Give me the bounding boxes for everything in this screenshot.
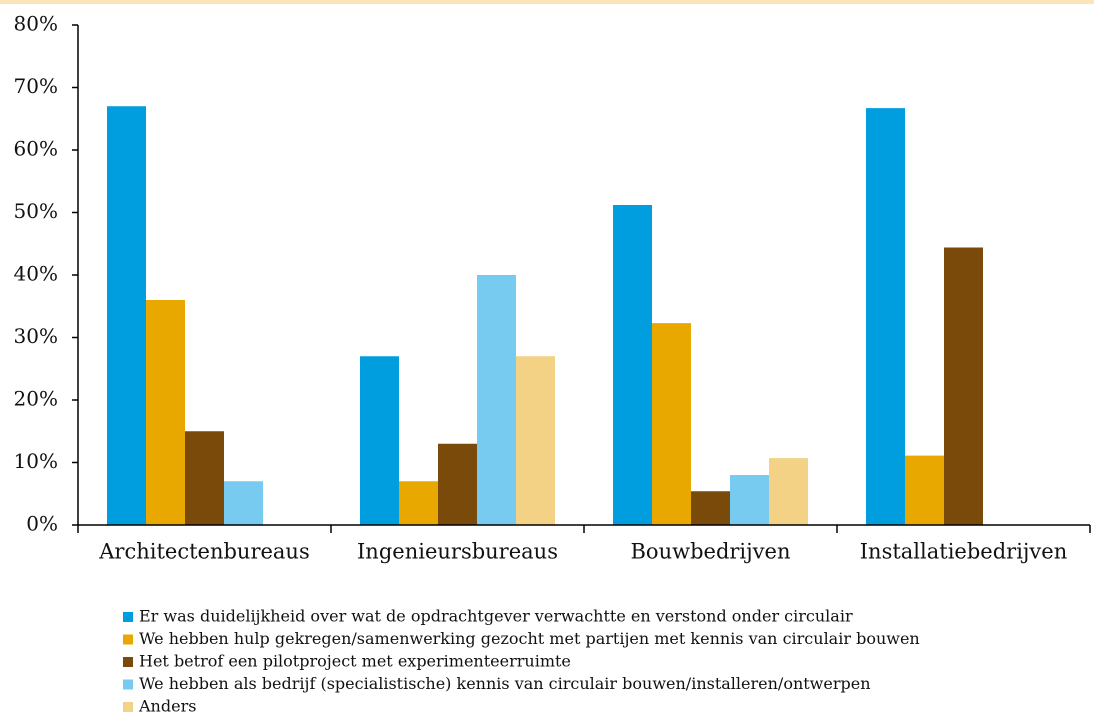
legend-label: Er was duidelijkheid over wat de opdrach… (139, 607, 853, 626)
legend-label: We hebben als bedrijf (specialistische) … (139, 674, 871, 693)
legend-label: Het betrof een pilotproject met experime… (139, 652, 571, 671)
y-tick-label: 80% (14, 12, 58, 36)
y-tick-label: 60% (14, 137, 58, 161)
legend-swatch (123, 657, 133, 667)
bar (516, 356, 555, 525)
x-tick-label: Bouwbedrijven (631, 540, 791, 564)
x-tick-label: Architectenbureaus (98, 540, 309, 564)
bar (360, 356, 399, 525)
y-tick-label: 50% (14, 199, 58, 223)
bar (438, 443, 477, 525)
legend-swatch (123, 612, 133, 622)
bar (652, 323, 691, 525)
bar (769, 458, 808, 525)
bar (185, 431, 224, 525)
bar (107, 106, 146, 525)
bar (146, 300, 185, 525)
bar (691, 491, 730, 525)
bar (399, 481, 438, 525)
bar (613, 205, 652, 525)
legend-label: Anders (138, 697, 196, 716)
y-tick-label: 30% (14, 324, 58, 348)
legend-swatch (123, 702, 133, 712)
bar (866, 108, 905, 525)
x-tick-label: Installatiebedrijven (860, 540, 1068, 564)
y-tick-label: 20% (14, 387, 58, 411)
y-tick-label: 0% (26, 512, 58, 536)
bar (730, 475, 769, 525)
top-band (0, 0, 1094, 4)
legend-swatch (123, 679, 133, 690)
bar (477, 275, 516, 525)
legend-label: We hebben hulp gekregen/samenwerking gez… (139, 629, 920, 648)
y-tick-label: 10% (14, 449, 58, 473)
x-tick-label: Ingenieursbureaus (357, 540, 558, 564)
bar (224, 481, 263, 525)
bar (944, 247, 983, 525)
y-tick-label: 40% (14, 262, 58, 286)
bar (905, 455, 944, 525)
legend-swatch (123, 634, 133, 645)
y-tick-label: 70% (14, 74, 58, 98)
